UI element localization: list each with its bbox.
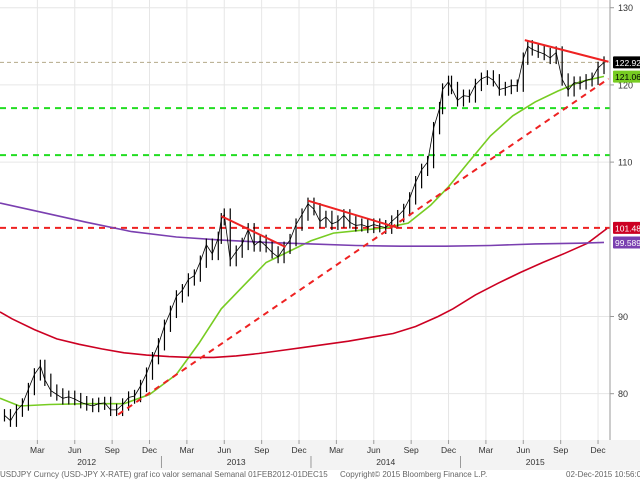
x-tick-label-10: Sep — [404, 445, 419, 455]
x-axis-band — [0, 440, 640, 470]
x-tick-label-11: Dec — [441, 445, 457, 455]
trendline-0 — [117, 77, 610, 416]
last-value-box-1 — [613, 70, 640, 83]
x-tick-label-4: Mar — [180, 445, 195, 455]
last-value-label-0: 122.92 — [615, 58, 640, 68]
x-tick-label-15: Dec — [590, 445, 606, 455]
price-line — [4, 45, 605, 422]
x-year-label-0: 2012 — [77, 457, 96, 467]
x-year-label-1: 2013 — [227, 457, 246, 467]
last-value-label-2: 101.482 — [615, 223, 640, 233]
x-year-label-3: 2015 — [526, 457, 545, 467]
trendline-2 — [307, 199, 398, 229]
trendline-1 — [220, 215, 286, 248]
chart-footer: USDJPY Curncy (USD-JPY X-RATE) graf ico … — [0, 470, 640, 480]
x-tick-label-14: Sep — [553, 445, 568, 455]
last-value-box-2 — [613, 221, 640, 234]
y-tick-label-2: 110 — [618, 158, 632, 168]
last-value-label-1: 121.066 — [615, 72, 640, 82]
x-tick-label-9: Jun — [367, 445, 381, 455]
x-year-label-2: 2014 — [376, 457, 395, 467]
y-tick-label-0: 80 — [618, 389, 628, 399]
x-tick-label-7: Dec — [291, 445, 307, 455]
x-tick-label-13: Jun — [516, 445, 530, 455]
footer-timestamp: 02-Dec-2015 10:56:00 — [566, 470, 640, 479]
x-tick-label-1: Jun — [68, 445, 82, 455]
x-tick-label-2: Sep — [105, 445, 120, 455]
last-value-box-0 — [613, 56, 640, 69]
moving-average-line-1 — [0, 227, 608, 359]
y-tick-label-1: 90 — [618, 312, 628, 322]
x-tick-label-8: Mar — [329, 445, 344, 455]
y-tick-label-4: 130 — [618, 3, 633, 13]
moving-average-line-2 — [0, 202, 605, 247]
footer-security-description: USDJPY Curncy (USD-JPY X-RATE) graf ico … — [0, 470, 328, 479]
y-tick-label-3: 120 — [618, 80, 633, 90]
x-tick-label-0: Mar — [30, 445, 45, 455]
chart-background — [0, 0, 640, 470]
x-tick-label-6: Sep — [254, 445, 269, 455]
last-value-label-3: 99.589 — [615, 238, 640, 248]
x-tick-label-3: Dec — [142, 445, 158, 455]
footer-copyright: Copyright© 2015 Bloomberg Finance L.P. — [340, 470, 488, 479]
price-series — [3, 40, 605, 427]
last-value-box-3 — [613, 236, 640, 249]
x-tick-label-12: Mar — [479, 445, 494, 455]
trendline-3 — [524, 39, 609, 63]
x-tick-label-5: Jun — [217, 445, 231, 455]
